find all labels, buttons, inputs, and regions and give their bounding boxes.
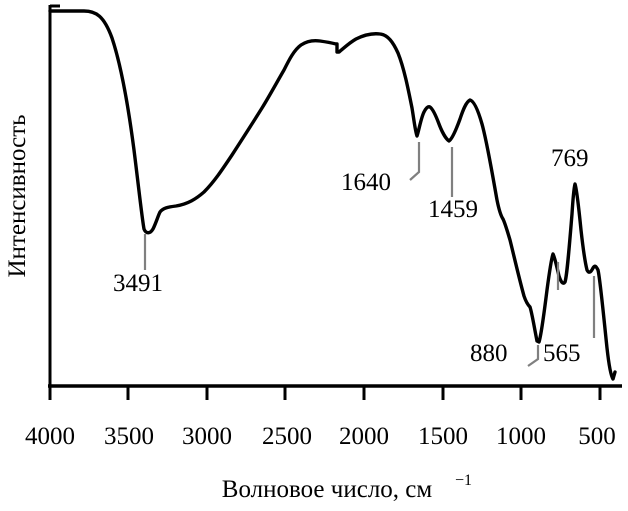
x-tick-label-3500: 3500 xyxy=(104,423,154,450)
peak-label-769: 769 xyxy=(551,145,589,172)
x-tick-label-500: 500 xyxy=(578,423,616,450)
peak-label-1640: 1640 xyxy=(341,169,391,196)
x-tick-label-4000: 4000 xyxy=(25,423,75,450)
x-tick-label-2000: 2000 xyxy=(339,423,389,450)
axes-group xyxy=(48,4,622,400)
peak-label-565: 565 xyxy=(543,340,581,367)
x-tick-label-2500: 2500 xyxy=(262,423,312,450)
leader-line-880 xyxy=(527,345,540,367)
x-axis-title: Волновое число, см xyxy=(222,476,433,503)
annotation-leaders xyxy=(143,142,596,367)
x-tick-labels: 4000 3500 3000 2500 2000 1500 1000 500 xyxy=(25,423,616,450)
x-tick-label-3000: 3000 xyxy=(182,423,232,450)
peak-annotation-labels: 3491 1640 1459 880 769 565 xyxy=(113,145,589,367)
x-axis-title-superscript: −1 xyxy=(455,472,472,489)
peak-label-3491: 3491 xyxy=(113,270,163,297)
x-tick-label-1500: 1500 xyxy=(418,423,468,450)
leader-line-1640 xyxy=(409,142,421,181)
peak-label-880: 880 xyxy=(470,340,508,367)
y-axis-title: Интенсивность xyxy=(4,114,31,277)
peak-label-1459: 1459 xyxy=(428,196,478,223)
spectrum-curve xyxy=(48,9,617,381)
x-axis-ticks xyxy=(48,386,602,400)
x-tick-label-1000: 1000 xyxy=(496,423,546,450)
